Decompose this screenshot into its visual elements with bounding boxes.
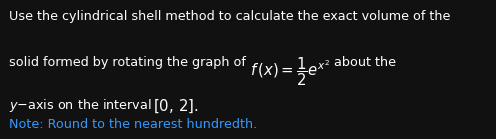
Text: solid formed by rotating the graph of: solid formed by rotating the graph of	[9, 56, 250, 69]
Text: Note: Round to the nearest hundredth.: Note: Round to the nearest hundredth.	[9, 118, 257, 131]
Text: $\left[0,\,2\right].$: $\left[0,\,2\right].$	[153, 97, 198, 115]
Text: Use the cylindrical shell method to calculate the exact volume of the: Use the cylindrical shell method to calc…	[9, 10, 450, 23]
Text: about the: about the	[330, 56, 396, 69]
Text: $f\,(x) = \dfrac{1}{2}e^{x^2}$: $f\,(x) = \dfrac{1}{2}e^{x^2}$	[250, 56, 330, 88]
Text: $y$−axis on the interval: $y$−axis on the interval	[9, 97, 153, 114]
